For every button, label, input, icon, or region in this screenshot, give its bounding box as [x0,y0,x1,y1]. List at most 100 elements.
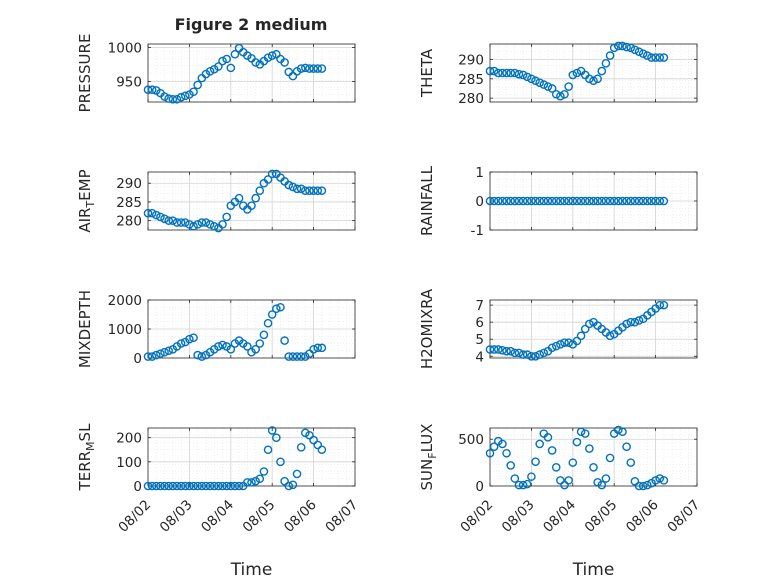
tick-marks [489,44,698,102]
data-point [489,196,499,206]
data-point [634,47,644,57]
axes-background [490,300,697,358]
data-point [643,51,652,60]
data-point [176,339,186,348]
data-point [226,481,236,491]
data-point [572,196,582,206]
data-point [185,334,194,344]
data-point [267,51,277,60]
axes-box [147,171,356,231]
data-point [147,208,157,218]
data-point [560,196,569,206]
data-point [222,54,231,64]
data-point [251,58,260,67]
y-axis-label: H2OMIXRA [418,288,436,369]
data-point [251,193,260,203]
data-point [601,196,611,206]
data-point [313,64,323,73]
data-point [535,78,544,87]
data-point [659,196,669,206]
data-point [531,76,540,86]
data-point [193,80,202,90]
data-point [518,70,528,80]
data-point [531,196,540,206]
data-point [151,350,161,360]
data-point [263,318,273,328]
data-point [506,461,516,470]
x-tick-label: 08/04 [198,497,237,536]
data-point [605,453,615,463]
tick-marks [147,44,356,102]
data-point [502,346,511,356]
data-point [626,317,636,327]
data-point [626,43,636,53]
data-point [527,351,536,361]
data-point [214,481,223,491]
data-series [485,196,669,206]
data-point [547,84,557,93]
data-point [164,94,173,103]
data-point [514,196,524,206]
data-point [255,186,265,196]
data-point [301,428,310,438]
data-point [168,216,178,225]
data-point [622,319,631,329]
data-point [296,443,306,452]
data-point [585,319,594,329]
data-point [547,446,557,455]
data-point [601,474,611,483]
y-tick-label: 500 [458,432,484,448]
data-point [622,442,631,452]
y-tick-label: 1000 [108,322,142,338]
data-point [189,481,198,491]
data-point [164,346,173,356]
data-point [168,481,178,491]
data-point [147,481,157,491]
x-tick-label: 08/02 [457,497,496,536]
data-point [539,196,549,206]
data-point [218,220,227,229]
data-point [176,92,186,102]
y-tick-label: 200 [116,431,142,447]
data-point [514,480,524,490]
data-point [313,186,323,196]
data-point [222,212,231,222]
axes-background [148,428,355,486]
data-point [576,331,586,341]
data-point [543,82,553,91]
data-point [568,458,578,467]
data-point [193,220,202,229]
data-point [160,214,169,224]
data-point [618,196,627,206]
data-point [247,201,256,210]
subplot-7: 0 100 200 08/02 08/03 08/04 08/05 08/06 08/07 TER… [76,423,361,580]
data-point [317,343,327,353]
data-point [630,317,640,327]
data-point [309,186,318,196]
y-axis-label: THETA [418,48,436,98]
data-point [618,427,627,437]
data-point [218,481,227,491]
data-point [659,53,669,62]
data-point [197,481,207,491]
x-tick-label: 08/06 [281,497,320,536]
data-point [539,80,549,89]
data-point [230,481,240,491]
y-tick-label: 285 [458,72,484,88]
data-point [643,480,652,490]
data-point [535,439,544,449]
y-tick-label: 1 [475,165,484,181]
data-point [551,462,561,472]
data-point [317,64,327,73]
data-point [655,474,665,483]
data-point [301,186,310,196]
data-point [527,472,536,481]
data-point [272,49,281,59]
data-point [585,74,594,84]
data-point [156,212,165,222]
data-point [518,196,528,206]
data-point [243,478,252,487]
data-point [263,175,273,184]
data-point [168,94,178,104]
